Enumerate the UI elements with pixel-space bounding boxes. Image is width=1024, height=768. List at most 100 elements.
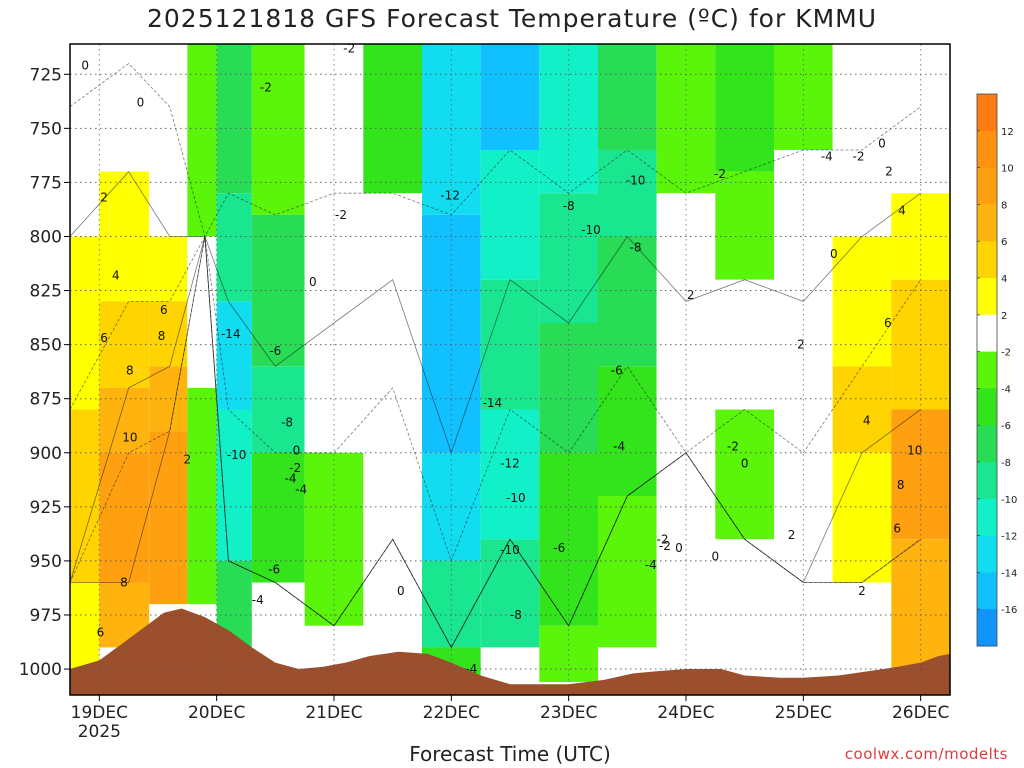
- temperature-band: [149, 366, 188, 432]
- temperature-band: [832, 44, 892, 150]
- contour-label: -8: [563, 199, 575, 213]
- contour-label: 2: [100, 191, 108, 205]
- temperature-band: [598, 366, 657, 497]
- contour-label: 8: [120, 576, 128, 590]
- y-tick-label: 1000: [19, 660, 62, 680]
- temperature-band: [304, 193, 364, 323]
- temperature-band: [480, 539, 540, 648]
- x-tick-label: 20DEC: [188, 703, 245, 723]
- temperature-band: [832, 366, 892, 453]
- temperature-band: [251, 366, 305, 453]
- contour-label: -10: [626, 173, 646, 187]
- temperature-band: [363, 279, 422, 388]
- colorbar-bin: [977, 314, 997, 353]
- temperature-band: [187, 236, 217, 388]
- contour-label: -2: [659, 539, 671, 553]
- colorbar-tick-label: 2: [1001, 311, 1007, 322]
- temperature-band: [480, 409, 540, 540]
- y-tick-label: 750: [30, 119, 62, 139]
- contour-label: -4: [285, 472, 297, 486]
- y-tick-label: 925: [30, 498, 62, 518]
- contour-label: 6: [884, 316, 892, 330]
- colorbar-tick-label: -8: [1001, 458, 1011, 469]
- temperature-band: [774, 44, 833, 150]
- temperature-band: [715, 44, 774, 172]
- contour-label: -4: [295, 483, 307, 497]
- y-tick-label: 950: [30, 552, 62, 572]
- contour-label: 2: [858, 584, 866, 598]
- colorbar-tick-label: 6: [1001, 237, 1007, 248]
- colorbar-bin: [977, 94, 997, 132]
- colorbar-bin: [977, 498, 997, 537]
- y-tick-label: 725: [30, 65, 62, 85]
- chart-title: 2025121818 GFS Forecast Temperature (ºC)…: [146, 4, 878, 33]
- temperature-band: [99, 63, 150, 172]
- temperature-band: [216, 44, 252, 194]
- contour-label: -2: [343, 41, 355, 55]
- y-tick-label: 825: [30, 282, 62, 302]
- y-tick-label: 875: [30, 390, 62, 410]
- y-tick-label: 800: [30, 227, 62, 247]
- y-tick-label: 900: [30, 444, 62, 464]
- colorbar-tick-label: -14: [1001, 568, 1017, 579]
- temperature-band: [598, 44, 657, 150]
- temperature-band: [598, 149, 657, 237]
- colorbar-bin: [977, 278, 997, 316]
- contour-label: -8: [630, 240, 642, 254]
- contour-label: -4: [645, 558, 657, 572]
- temperature-fill-layer: [70, 44, 950, 695]
- contour-label: -6: [553, 541, 565, 555]
- temperature-band: [70, 44, 100, 107]
- contour-label: -8: [281, 415, 293, 429]
- contour-label: 0: [397, 584, 405, 598]
- contour-line: [70, 236, 921, 649]
- contour-label: 2: [184, 452, 192, 466]
- contour-label: 6: [97, 625, 105, 639]
- contour-label: 0: [712, 550, 720, 564]
- colorbar-tick-label: -16: [1001, 605, 1017, 616]
- contour-label: 0: [309, 275, 317, 289]
- contour-label: 8: [897, 478, 905, 492]
- terrain-surface: [70, 608, 950, 695]
- colorbar-tick-label: 8: [1001, 200, 1007, 211]
- contour-label: -2: [289, 461, 301, 475]
- colorbar-bin: [977, 535, 997, 573]
- temperature-band: [363, 193, 422, 280]
- contour-label: -10: [581, 223, 601, 237]
- contour-label: -6: [269, 344, 281, 358]
- x-tick-label: 22DEC: [423, 703, 480, 723]
- temperature-band: [149, 431, 188, 605]
- temperature-band: [656, 301, 716, 453]
- contour-label: 2: [687, 288, 695, 302]
- contour-label: 4: [863, 413, 871, 427]
- x-tick-label: 23DEC: [540, 703, 597, 723]
- temperature-band: [832, 236, 892, 367]
- contour-label: 6: [100, 331, 108, 345]
- terrain-layer: [70, 608, 950, 695]
- colorbar-bin: [977, 130, 997, 169]
- colorbar-tick-label: -6: [1001, 421, 1011, 432]
- temperature-band: [363, 539, 422, 648]
- contour-label: -14: [483, 396, 503, 410]
- colorbar-bin: [977, 425, 997, 463]
- contour-label: -12: [440, 188, 460, 202]
- y-tick-label: 850: [30, 336, 62, 356]
- source-credit: coolwx.com/modelts: [844, 745, 1008, 763]
- temperature-band: [363, 387, 422, 540]
- contour-label: -6: [611, 364, 623, 378]
- contour-label: 6: [893, 521, 901, 535]
- x-tick-label: 25DEC: [775, 703, 832, 723]
- colorbar-tick-label: 10: [1001, 164, 1014, 175]
- temperature-band: [715, 409, 774, 540]
- x-tick-label: 2025: [78, 722, 121, 742]
- y-tick-label: 975: [30, 606, 62, 626]
- temperature-band: [774, 452, 833, 583]
- colorbar: 12 10 8 6 4 2 -2 -4 -6 -8 -10 -12 -14 -16: [976, 93, 1017, 647]
- temperature-band: [216, 193, 252, 302]
- contour-label: -4: [821, 149, 833, 163]
- contour-label: 0: [830, 247, 838, 261]
- temperature-band: [832, 582, 892, 678]
- temperature-band: [832, 452, 892, 583]
- contour-label: -10: [500, 543, 520, 557]
- x-tick-label: 19DEC: [71, 703, 128, 723]
